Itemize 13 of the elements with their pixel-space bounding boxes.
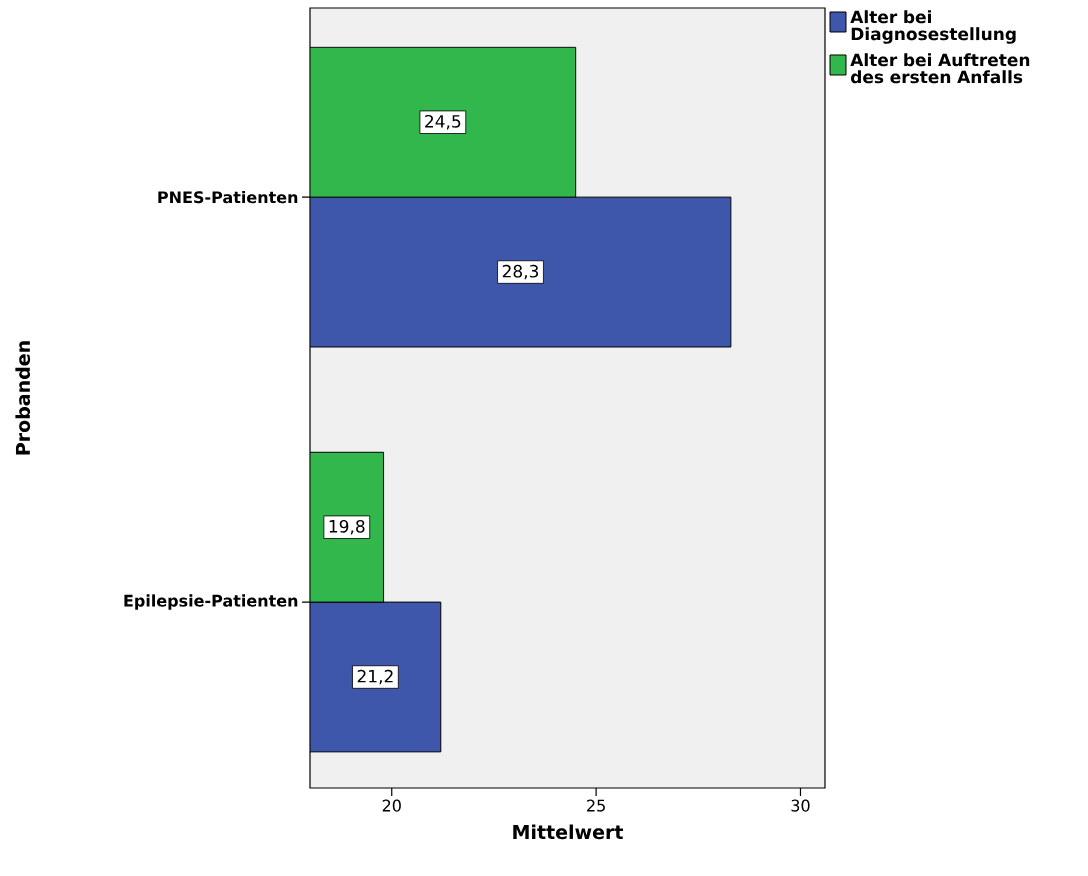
y-axis-title: Probanden (15, 341, 31, 455)
legend-label: Alter bei Diagnosestellung (850, 10, 1016, 44)
legend-label: Alter bei Auftreten des ersten Anfalls (850, 53, 1030, 84)
data-label: 19,8 (329, 519, 365, 535)
x-tick-label: 20 (382, 799, 401, 812)
data-label: 21,2 (357, 669, 393, 685)
data-label: 28,3 (502, 264, 539, 280)
y-tick-label: Epilepsie-Patienten (124, 594, 298, 610)
data-label: 24,5 (425, 114, 461, 130)
x-tick-label: 30 (791, 799, 810, 812)
y-tick-label: PNES-Patienten (158, 190, 298, 204)
x-axis-title: Mittelwert (513, 824, 623, 840)
x-tick-label: 25 (587, 799, 605, 812)
